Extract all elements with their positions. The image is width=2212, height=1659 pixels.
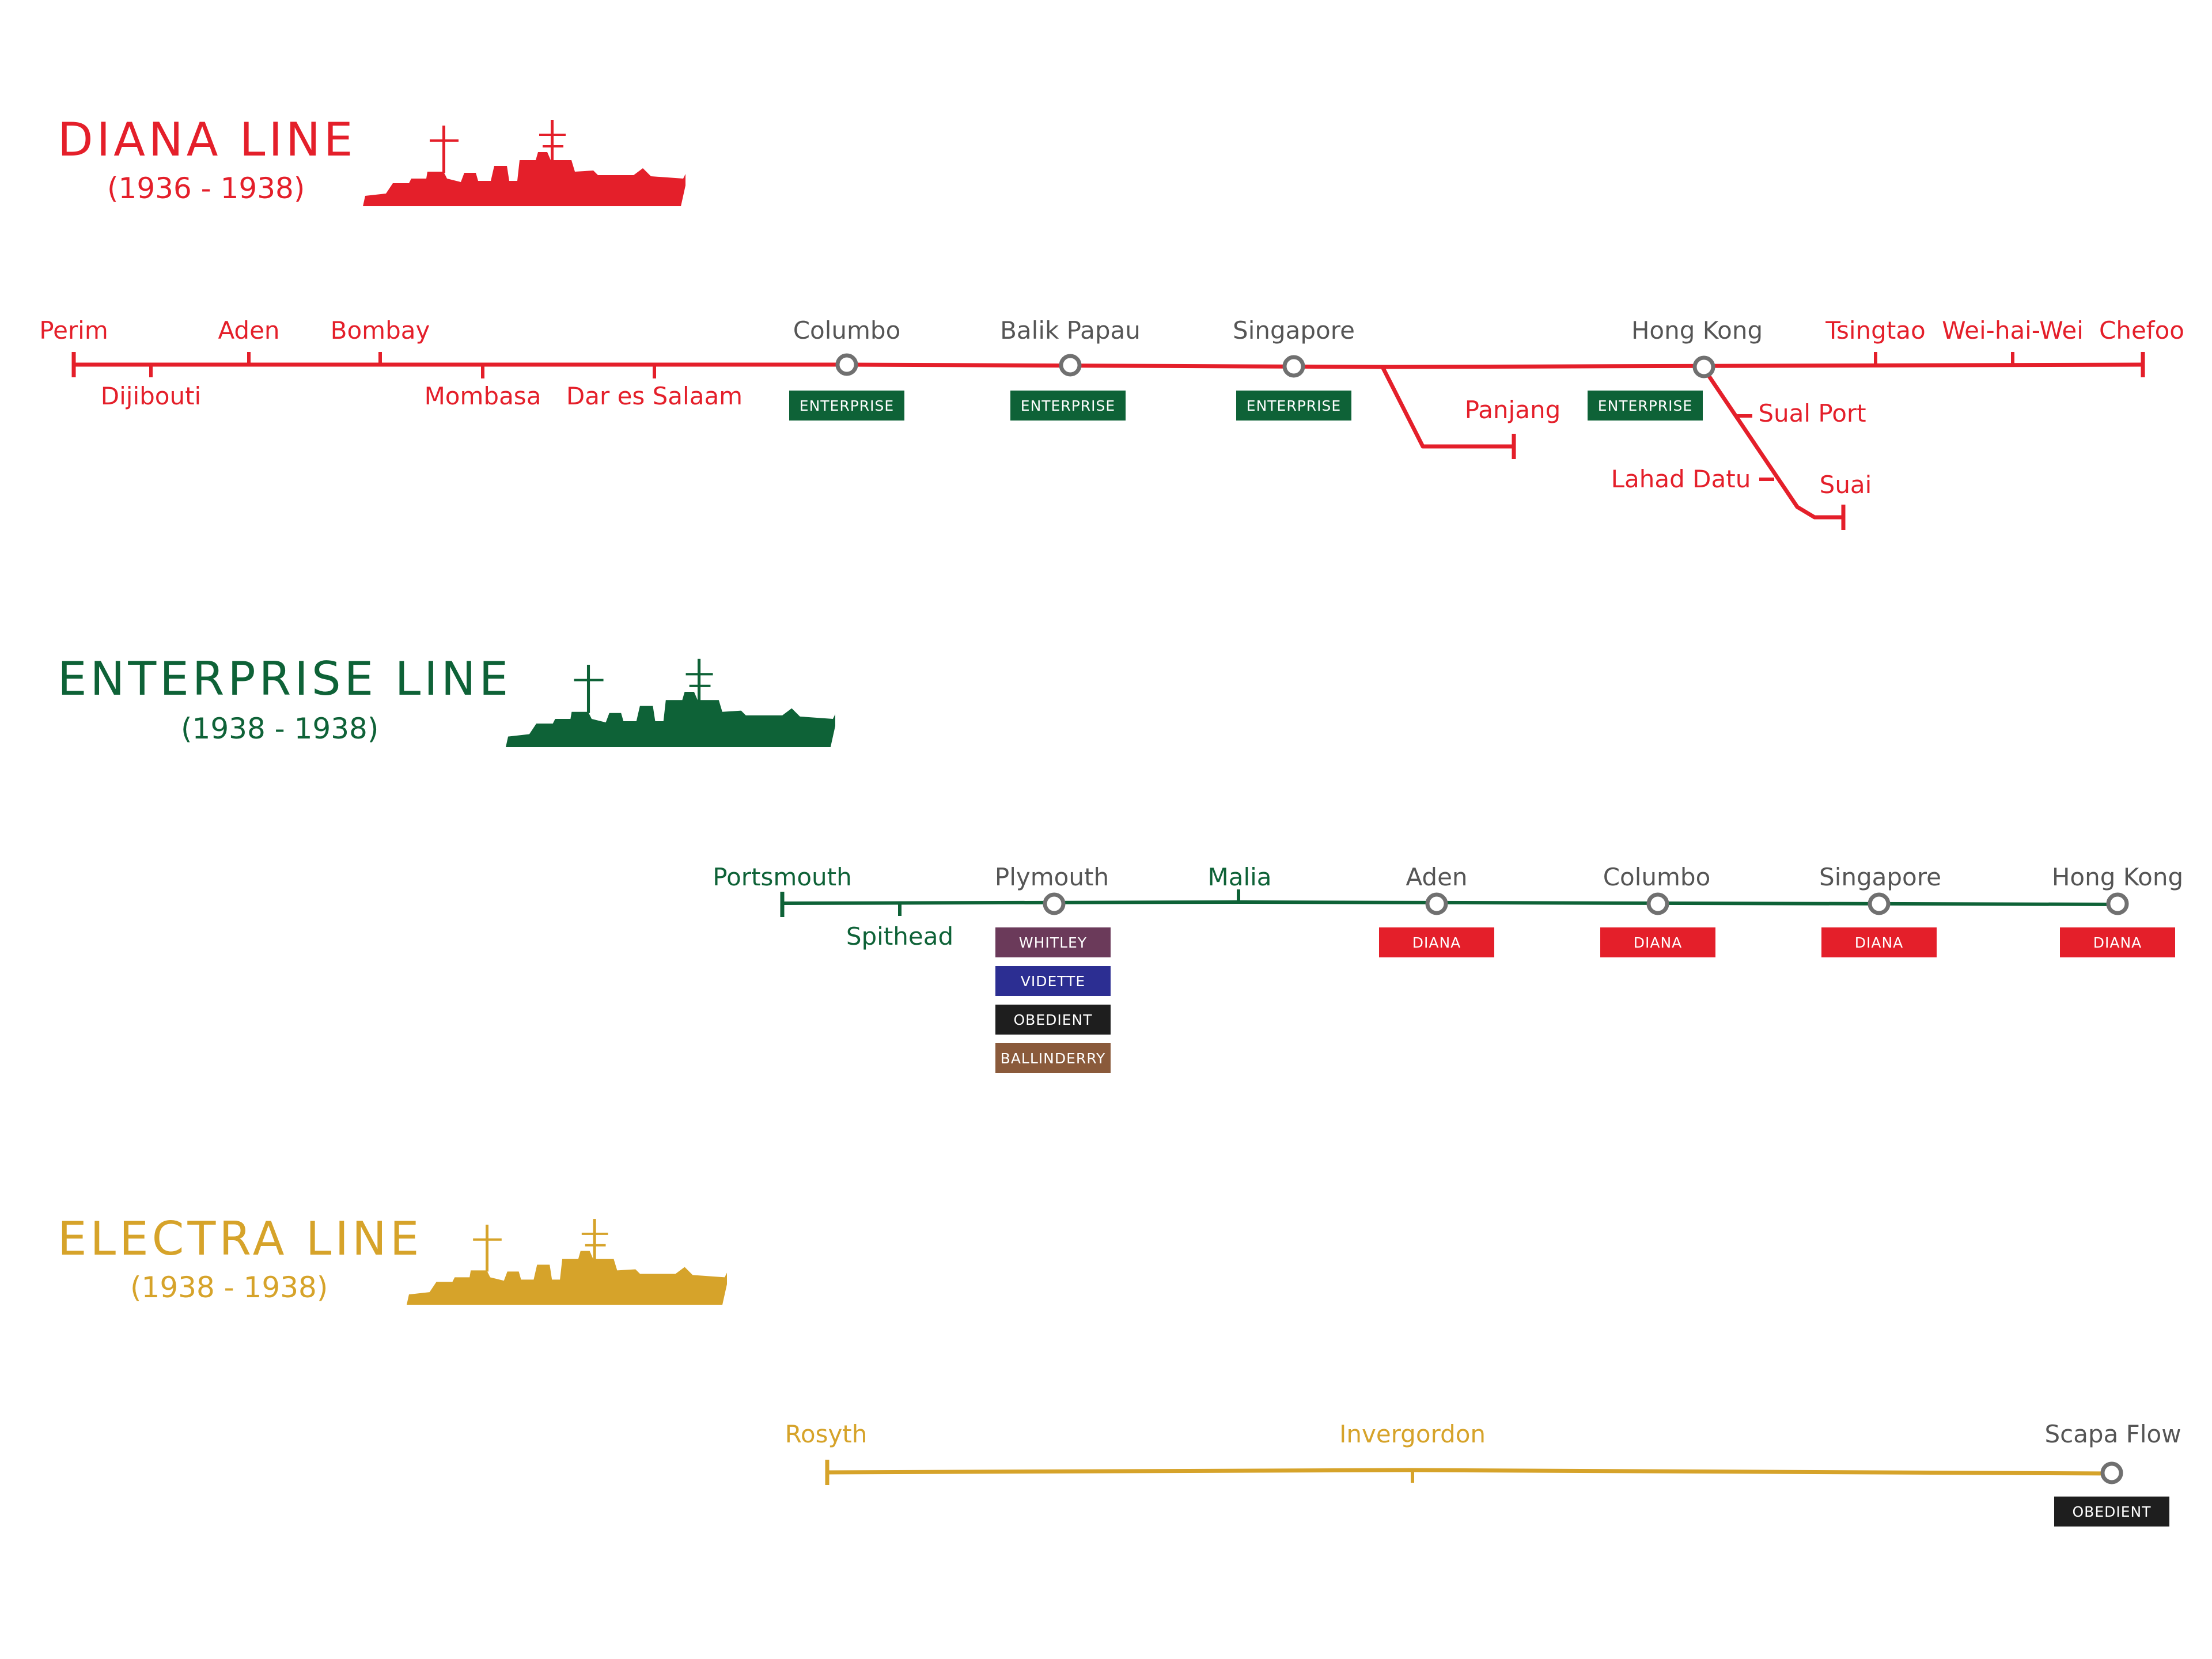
station-chefoo: Chefoo bbox=[2099, 316, 2184, 344]
svg-text:DIANA: DIANA bbox=[1412, 934, 1461, 951]
station-portsmouth: Portsmouth bbox=[713, 863, 851, 891]
station-singapore: Singapore bbox=[1819, 863, 1941, 891]
station-columbo: Columbo bbox=[1603, 863, 1711, 891]
electra-line-title: ELECTRA LINE bbox=[58, 1212, 423, 1266]
station-wei-hai-wei: Wei-hai-Wei bbox=[1942, 316, 2084, 344]
station-columbo: Columbo bbox=[793, 316, 901, 344]
diana-line-years: (1936 - 1938) bbox=[107, 172, 305, 205]
station-aden: Aden bbox=[1406, 863, 1467, 891]
svg-text:ENTERPRISE: ENTERPRISE bbox=[1247, 397, 1341, 414]
station-spithead: Spithead bbox=[846, 922, 953, 950]
diana-main-line bbox=[74, 362, 2143, 369]
badge-enterprise: ENTERPRISE bbox=[789, 391, 904, 421]
enterprise-main-line bbox=[782, 900, 2118, 906]
station-aden: Aden bbox=[218, 316, 279, 344]
badge-enterprise: ENTERPRISE bbox=[1236, 391, 1351, 421]
badge-vidette: VIDETTE bbox=[995, 966, 1111, 996]
diana-ship-icon bbox=[363, 120, 685, 206]
electra-line-years: (1938 - 1938) bbox=[130, 1271, 328, 1304]
station-sual-port: Sual Port bbox=[1758, 399, 1866, 427]
station-scapa-flow: Scapa Flow bbox=[2044, 1420, 2181, 1448]
enterprise-line-years: (1938 - 1938) bbox=[181, 712, 379, 745]
station-plymouth: Plymouth bbox=[995, 863, 1109, 891]
enterprise-line-title: ENTERPRISE LINE bbox=[58, 652, 512, 706]
svg-text:ENTERPRISE: ENTERPRISE bbox=[1021, 397, 1115, 414]
svg-text:WHITLEY: WHITLEY bbox=[1019, 934, 1087, 951]
svg-text:OBEDIENT: OBEDIENT bbox=[1013, 1012, 1092, 1028]
svg-text:DIANA: DIANA bbox=[1855, 934, 1904, 951]
station-rosyth: Rosyth bbox=[785, 1420, 868, 1448]
interchange-circle-icon bbox=[835, 353, 858, 376]
svg-text:OBEDIENT: OBEDIENT bbox=[2072, 1503, 2151, 1520]
interchange-circle-icon bbox=[1646, 892, 1669, 915]
station-tsingtao: Tsingtao bbox=[1825, 316, 1925, 344]
svg-text:ENTERPRISE: ENTERPRISE bbox=[800, 397, 894, 414]
svg-text:ENTERPRISE: ENTERPRISE bbox=[1598, 397, 1692, 414]
badge-diana: DIANA bbox=[2060, 927, 2175, 957]
station-suai: Suai bbox=[1820, 471, 1872, 499]
station-dar-es-salaam: Dar es Salaam bbox=[566, 382, 743, 410]
badge-obedient: OBEDIENT bbox=[2054, 1497, 2169, 1527]
badge-diana: DIANA bbox=[1821, 927, 1937, 957]
svg-text:DIANA: DIANA bbox=[1634, 934, 1683, 951]
interchange-circle-icon bbox=[1059, 354, 1082, 377]
svg-text:DIANA: DIANA bbox=[2093, 934, 2142, 951]
badge-ballinderry: BALLINDERRY bbox=[995, 1043, 1111, 1073]
interchange-circle-icon bbox=[1043, 892, 1066, 915]
station-singapore: Singapore bbox=[1233, 316, 1355, 344]
station-bombay: Bombay bbox=[331, 316, 430, 344]
interchange-circle-icon bbox=[2106, 892, 2129, 915]
badge-diana: DIANA bbox=[1600, 927, 1715, 957]
electra-ship-icon bbox=[407, 1219, 727, 1305]
interchange-circle-icon bbox=[1425, 892, 1448, 915]
badge-enterprise: ENTERPRISE bbox=[1588, 391, 1703, 421]
station-balik-papau: Balik Papau bbox=[1000, 316, 1141, 344]
svg-text:VIDETTE: VIDETTE bbox=[1021, 973, 1085, 990]
electra-main-line bbox=[827, 1468, 2112, 1476]
station-invergordon: Invergordon bbox=[1339, 1420, 1486, 1448]
station-lahad-datu: Lahad Datu bbox=[1611, 465, 1751, 493]
badge-obedient: OBEDIENT bbox=[995, 1005, 1111, 1035]
badge-diana: DIANA bbox=[1379, 927, 1494, 957]
diana-suai-branch bbox=[1702, 368, 1843, 520]
station-hong-kong: Hong Kong bbox=[2052, 863, 2183, 891]
interchange-circle-icon bbox=[1692, 355, 1715, 378]
interchange-circle-icon bbox=[2100, 1461, 2123, 1484]
interchange-circle-icon bbox=[1282, 355, 1305, 378]
enterprise-ship-icon bbox=[506, 658, 835, 747]
station-hong-kong: Hong Kong bbox=[1631, 316, 1763, 344]
station-malia: Malia bbox=[1207, 863, 1271, 891]
station-perim: Perim bbox=[39, 316, 108, 344]
badge-whitley: WHITLEY bbox=[995, 927, 1111, 957]
station-mombasa: Mombasa bbox=[425, 382, 541, 410]
svg-text:BALLINDERRY: BALLINDERRY bbox=[1001, 1050, 1106, 1067]
station-dijibouti: Dijibouti bbox=[101, 382, 201, 410]
diana-panjang-branch bbox=[1380, 366, 1514, 449]
station-panjang: Panjang bbox=[1465, 396, 1560, 424]
diana-line-title: DIANA LINE bbox=[58, 113, 357, 166]
badge-enterprise: ENTERPRISE bbox=[1010, 391, 1126, 421]
interchange-circle-icon bbox=[1868, 892, 1891, 915]
